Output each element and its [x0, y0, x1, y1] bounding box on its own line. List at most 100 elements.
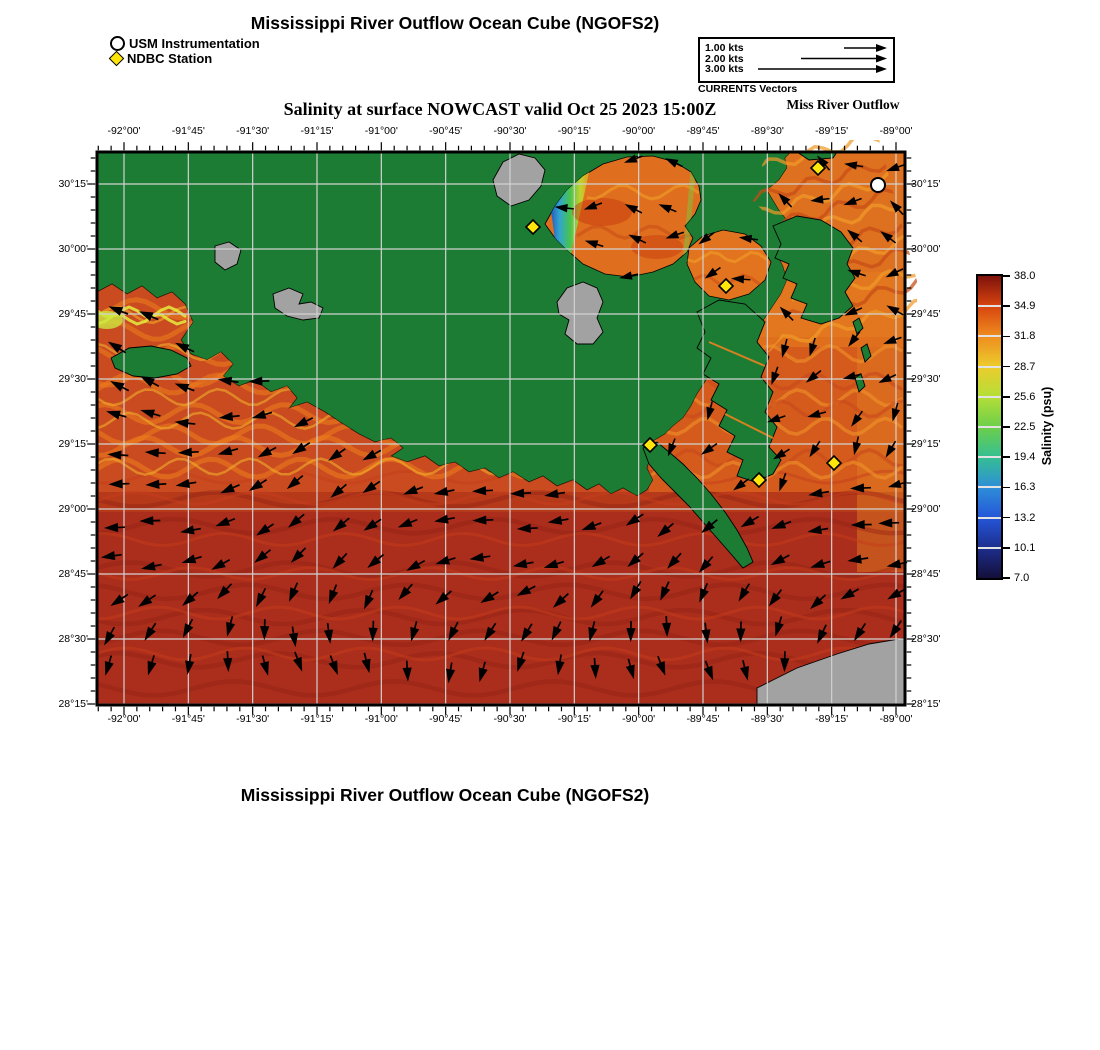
- y-tick-label: 28°30': [58, 632, 88, 645]
- nodata-salvador: [556, 281, 604, 345]
- ndbc-station-marker: [524, 218, 542, 236]
- salinity-map: [87, 140, 917, 715]
- colorbar-tick-label: 38.0: [1014, 270, 1036, 282]
- y-tick-label: 30°15': [911, 177, 941, 190]
- x-tick-label: -91°30': [236, 125, 270, 137]
- colorbar-tick-dash: [1002, 516, 1010, 519]
- legend-item-usm: USM Instrumentation: [110, 36, 260, 51]
- colorbar-tick-label: 7.0: [1014, 572, 1030, 584]
- usm-station-marker: [870, 177, 886, 193]
- ndbc-station-marker: [809, 159, 827, 177]
- colorbar-tick-dash: [1002, 365, 1010, 368]
- colorbar-tick-dash: [1002, 275, 1010, 277]
- land-delta-tongue: [642, 441, 754, 569]
- marker-legend: USM Instrumentation NDBC Station: [108, 36, 260, 67]
- colorbar-tick-line: [978, 426, 1001, 428]
- colorbar-tick-dash: [1002, 547, 1010, 549]
- y-tick-label: 29°45': [911, 307, 941, 320]
- map-frame: [95, 150, 907, 707]
- x-tick-label: -89°15': [815, 713, 849, 725]
- x-tick-label: -89°15': [815, 125, 849, 137]
- colorbar-tick-line: [978, 305, 1001, 308]
- y-tick-label: 29°15': [58, 437, 88, 450]
- ndbc-station-marker: [750, 471, 768, 489]
- colorbar-tick-dash: [1002, 305, 1010, 307]
- colorbar-tick-label: 19.4: [1014, 451, 1036, 464]
- legend-item-ndbc: NDBC Station: [108, 50, 260, 67]
- colorbar-tick-line: [978, 486, 1001, 489]
- ndbc-diamond-icon: [108, 50, 125, 67]
- current-vectors: [100, 154, 908, 684]
- ndbc-station-marker: [825, 454, 843, 472]
- ndbc-station-marker: [641, 436, 659, 454]
- land-marsh-island: [110, 345, 192, 379]
- y-tick-label: 29°15': [911, 437, 941, 450]
- y-tick-label: 30°00': [911, 242, 941, 255]
- colorbar-tick-dash: [1002, 335, 1010, 338]
- colorbar-tick-line: [978, 546, 1001, 549]
- usm-circle-icon: [110, 36, 125, 51]
- x-tick-label: -90°30': [493, 713, 527, 725]
- x-tick-label: -91°00': [364, 713, 398, 725]
- colorbar-tick-line: [978, 365, 1001, 368]
- y-tick-label: 30°00': [58, 242, 88, 255]
- x-tick-label: -92°00': [107, 125, 141, 137]
- colorbar-tick-label: 22.5: [1014, 421, 1036, 433]
- x-tick-label: -89°45': [686, 713, 720, 725]
- colorbar-tick-dash: [1002, 456, 1010, 458]
- stations: [524, 159, 886, 489]
- land-islet2: [860, 343, 872, 363]
- x-tick-label: -90°30': [493, 125, 527, 137]
- colorbar-tick-label: 10.1: [1014, 541, 1036, 554]
- colorbar: [976, 274, 1003, 580]
- x-tick-label: -90°45': [429, 713, 463, 725]
- kts-label-2: 2.00 kts: [705, 52, 744, 65]
- y-tick-label: 28°15': [911, 697, 941, 710]
- colorbar-tick-line: [978, 395, 1001, 398]
- ndbc-station-marker: [717, 277, 735, 295]
- colorbar-tick-label: 25.6: [1014, 390, 1036, 403]
- x-tick-label: -89°00': [879, 125, 913, 137]
- x-tick-label: -89°45': [686, 125, 720, 137]
- colorbar-tick-label: 34.9: [1014, 300, 1036, 313]
- map-subtitle: Salinity at surface NOWCAST valid Oct 25…: [283, 99, 717, 119]
- colorbar-tick-dash: [1002, 577, 1010, 579]
- y-tick-label: 28°30': [911, 632, 941, 645]
- x-tick-label: -91°00': [364, 125, 398, 137]
- colorbar-tick-line: [978, 516, 1001, 519]
- legend-usm-label: USM Instrumentation: [129, 36, 260, 51]
- colorbar-tick-label: 31.8: [1014, 330, 1036, 343]
- x-tick-label: -90°15': [557, 125, 591, 137]
- graticule: [97, 152, 905, 705]
- y-tick-label: 28°15': [58, 697, 88, 710]
- page-title-bottom: Mississippi River Outflow Ocean Cube (NG…: [240, 785, 650, 805]
- x-tick-label: -90°45': [429, 125, 463, 137]
- x-tick-label: -91°30': [236, 713, 270, 725]
- land-islet1: [852, 317, 864, 335]
- colorbar-tick-line: [978, 456, 1001, 459]
- x-tick-label: -91°45': [171, 713, 205, 725]
- y-tick-label: 28°45': [58, 567, 88, 580]
- x-tick-label: -90°00': [622, 125, 656, 137]
- colorbar-tick-label: 28.7: [1014, 360, 1036, 373]
- colorbar-tick-dash: [1002, 426, 1010, 428]
- x-tick-label: -89°30': [750, 713, 784, 725]
- y-tick-label: 28°45': [911, 567, 941, 580]
- y-tick-label: 29°45': [58, 307, 88, 320]
- land-biloxi-marsh: [772, 215, 856, 325]
- outflow-label: Miss River Outflow: [786, 97, 900, 112]
- x-tick-label: -90°00': [622, 713, 656, 725]
- colorbar-tick-dash: [1002, 396, 1010, 398]
- colorbar-tick-label: 16.3: [1014, 481, 1036, 494]
- axis-ticks: [87, 142, 915, 715]
- x-tick-label: -91°15': [300, 713, 334, 725]
- y-tick-label: 29°30': [911, 372, 941, 385]
- kts-label-1: 1.00 kts: [705, 42, 744, 54]
- currents-scale-arrows: [758, 44, 887, 73]
- x-tick-label: -90°15': [557, 713, 591, 725]
- colorbar-tick-dash: [1002, 486, 1010, 489]
- x-tick-label: -91°45': [171, 125, 205, 137]
- y-tick-label: 29°00': [58, 502, 88, 515]
- y-tick-label: 30°15': [58, 177, 88, 190]
